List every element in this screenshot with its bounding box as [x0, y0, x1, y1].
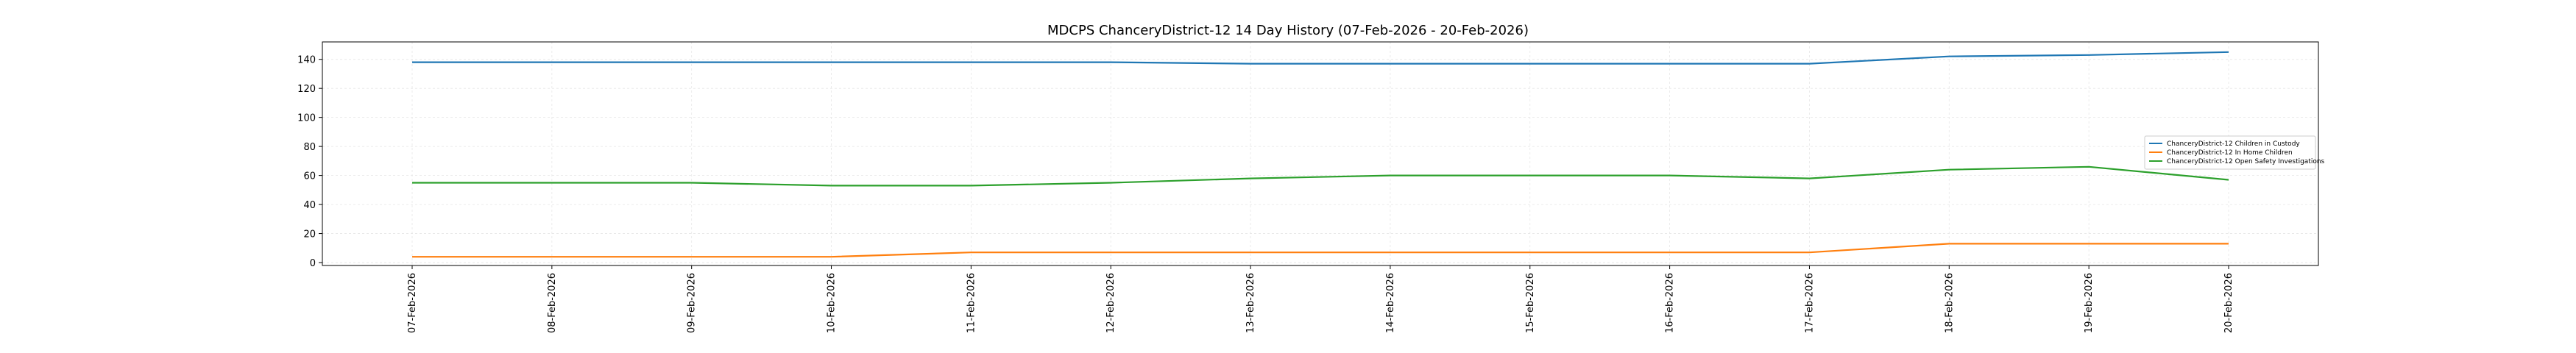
- x-tick-label: 12-Feb-2026: [1105, 273, 1117, 333]
- y-tick-label: 40: [303, 200, 316, 211]
- legend: ChanceryDistrict-12 Children in CustodyC…: [2144, 135, 2325, 170]
- series-line-2: [412, 243, 2229, 258]
- y-tick-label: 100: [297, 113, 316, 124]
- series-layer: [412, 51, 2229, 258]
- y-tick-label: 60: [303, 171, 316, 182]
- x-tick-label: 17-Feb-2026: [1804, 273, 1815, 333]
- y-tick-label: 0: [310, 258, 316, 269]
- x-tick-label: 20-Feb-2026: [2223, 273, 2234, 333]
- y-tick-label: 80: [303, 142, 316, 153]
- x-tick-label: 09-Feb-2026: [687, 273, 698, 333]
- x-tick-label: 18-Feb-2026: [1944, 273, 1955, 333]
- x-tick-label: 13-Feb-2026: [1245, 273, 1256, 333]
- x-tick-label: 10-Feb-2026: [827, 273, 838, 333]
- legend-label: ChanceryDistrict-12 Open Safety Investig…: [2167, 158, 2325, 165]
- x-tick-label: 07-Feb-2026: [407, 273, 418, 333]
- chart-title: MDCPS ChanceryDistrict-12 14 Day History…: [1047, 23, 1529, 38]
- x-tick-label: 14-Feb-2026: [1385, 273, 1396, 333]
- y-tick-label: 140: [297, 55, 316, 66]
- legend-label: ChanceryDistrict-12 In Home Children: [2167, 149, 2293, 157]
- x-tick-label: 11-Feb-2026: [966, 273, 977, 333]
- y-tick-label: 120: [297, 84, 316, 95]
- legend-label: ChanceryDistrict-12 Children in Custody: [2167, 140, 2300, 148]
- y-tick-label: 20: [303, 229, 316, 240]
- series-line-1: [412, 51, 2229, 65]
- x-tick-label: 16-Feb-2026: [1665, 273, 1676, 333]
- series-line-3: [412, 165, 2229, 187]
- grid-layer: [322, 42, 2318, 265]
- legend-box: [2144, 135, 2316, 170]
- axis-layer: 0 20 40 60 80 100 120 140 07-Feb-2026 08-Feb-2026…: [297, 55, 2234, 333]
- x-tick-label: 15-Feb-2026: [1525, 273, 1536, 333]
- plot-frame: [322, 41, 2319, 266]
- x-tick-label: 08-Feb-2026: [547, 273, 558, 333]
- x-tick-label: 19-Feb-2026: [2084, 273, 2095, 333]
